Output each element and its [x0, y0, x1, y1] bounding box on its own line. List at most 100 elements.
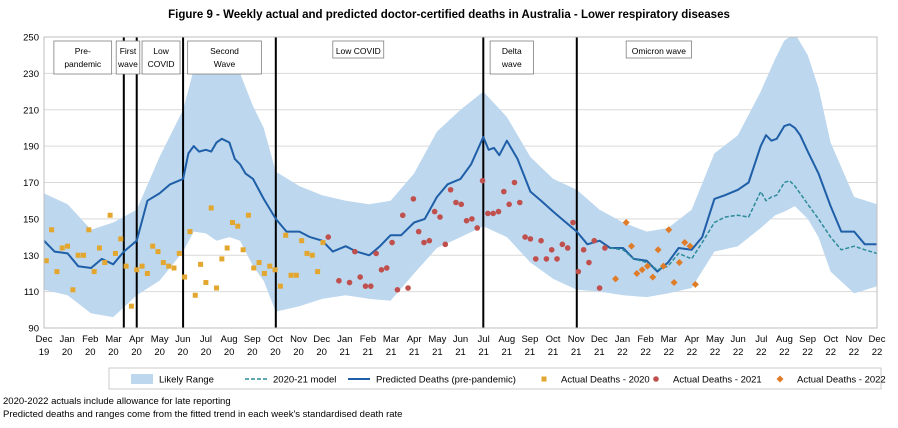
- actual-2020-point: [309, 252, 315, 258]
- actual-2021-point: [410, 196, 417, 202]
- actual-2021-point: [458, 201, 465, 208]
- actual-2020-point: [128, 303, 134, 309]
- period-label-box: [53, 40, 113, 75]
- x-tick-year: 20: [316, 347, 327, 358]
- x-tick-month: Sep: [244, 334, 261, 345]
- actual-2022-point: [665, 226, 673, 234]
- x-tick-month: Dec: [869, 334, 886, 345]
- x-tick-month: May: [428, 334, 446, 345]
- actual-2021-point: [447, 186, 454, 193]
- period-label-text: Second: [210, 46, 239, 56]
- x-tick-month: Feb: [360, 334, 376, 345]
- actual-2020-point: [96, 245, 102, 251]
- actual-2020-point: [208, 205, 214, 211]
- x-tick-month: Mar: [661, 334, 677, 345]
- actual-2020-point: [219, 256, 225, 262]
- actual-2021-point: [383, 265, 390, 271]
- x-tick-month: Jul: [755, 334, 767, 345]
- actual-2020-point: [245, 212, 251, 218]
- period-label-text: Wave: [214, 59, 236, 69]
- x-tick-year: 21: [548, 347, 559, 358]
- x-tick-month: Aug: [776, 334, 793, 345]
- x-tick-month: Oct: [546, 334, 561, 345]
- x-tick-year: 20: [201, 347, 212, 358]
- actual-2021-point: [431, 208, 438, 215]
- actual-2022-point: [612, 275, 620, 283]
- actual-2020-point: [139, 263, 145, 269]
- actual-2021-point: [453, 199, 459, 206]
- legend-marker-diamond: [776, 375, 784, 383]
- actual-2021-point: [538, 237, 544, 244]
- x-tick-year: 22: [663, 347, 674, 358]
- x-tick-month: Dec: [313, 334, 330, 345]
- x-tick-month: Nov: [290, 334, 307, 345]
- footnote-late-reporting: 2020-2022 actuals include allowance for …: [3, 396, 231, 407]
- actual-2020-point: [214, 285, 220, 291]
- legend-label: Actual Deaths - 2021: [673, 375, 762, 386]
- period-label-text: wave: [117, 59, 138, 69]
- actual-2022-point: [686, 242, 694, 250]
- period-label-text: First: [120, 46, 137, 56]
- period-label-text: pandemic: [64, 59, 102, 69]
- actual-2021-point: [362, 283, 369, 289]
- x-tick-year: 21: [594, 347, 605, 358]
- x-tick-year: 22: [687, 347, 698, 358]
- actual-2021-point: [532, 256, 539, 262]
- actual-2020-point: [320, 240, 326, 246]
- actual-2021-point: [485, 210, 491, 217]
- period-label-box: [187, 40, 262, 75]
- period-label-text: Low: [153, 46, 169, 56]
- actual-2020-point: [192, 292, 198, 298]
- actual-2022-point: [643, 262, 651, 270]
- x-tick-year: 21: [478, 347, 489, 358]
- actual-2021-point: [495, 208, 502, 215]
- model-2020-21-line: [610, 179, 877, 271]
- x-tick-month: May: [706, 334, 724, 345]
- actual-2021-point: [506, 201, 512, 208]
- period-label-text: COVID: [148, 59, 175, 69]
- x-tick-month: Jul: [200, 334, 212, 345]
- actual-2021-point: [421, 239, 427, 246]
- actual-2021-point: [437, 214, 443, 220]
- actual-2022-point: [675, 259, 683, 267]
- actual-2021-point: [426, 237, 433, 244]
- actual-2021-point: [602, 245, 608, 251]
- actual-2021-point: [442, 241, 449, 248]
- actual-2020-point: [267, 263, 273, 269]
- actual-2020-point: [107, 212, 113, 218]
- actual-2020-point: [134, 267, 140, 273]
- x-tick-year: 20: [108, 347, 119, 358]
- actual-2020-point: [112, 250, 118, 256]
- actual-2021-point: [580, 246, 587, 253]
- actual-2022-point: [638, 266, 646, 274]
- actual-2020-point: [277, 283, 283, 289]
- actual-2020-point: [54, 269, 60, 275]
- y-tick-label: 110: [24, 287, 39, 298]
- legend-label: Likely Range: [159, 375, 214, 386]
- actual-2020-point: [304, 250, 310, 256]
- x-tick-year: 21: [501, 347, 512, 358]
- actual-2021-point: [527, 236, 534, 242]
- actual-2020-point: [75, 252, 81, 258]
- actual-2021-point: [373, 250, 379, 257]
- legend-label: Actual Deaths - 2020: [561, 375, 650, 386]
- x-tick-year: 20: [247, 347, 258, 358]
- footnote-methodology: Predicted deaths and ranges come from th…: [3, 409, 403, 420]
- actual-2020-point: [203, 280, 209, 286]
- chart-title: Figure 9 - Weekly actual and predicted d…: [168, 9, 730, 21]
- x-tick-year: 21: [432, 347, 443, 358]
- x-tick-year: 22: [872, 347, 883, 358]
- actual-2021-point: [479, 177, 486, 184]
- actual-2021-point: [368, 283, 374, 289]
- x-tick-year: 20: [178, 347, 189, 358]
- x-tick-month: Jan: [615, 334, 630, 345]
- legend-label: Actual Deaths - 2022: [797, 375, 886, 386]
- y-tick-label: 250: [23, 33, 39, 44]
- actual-2020-point: [293, 272, 299, 278]
- actual-2021-point: [596, 285, 603, 291]
- y-tick-label: 150: [23, 214, 39, 225]
- actual-2021-point: [415, 228, 422, 235]
- actual-2020-point: [155, 249, 161, 255]
- legend-marker-square: [541, 376, 547, 382]
- legend-label: Predicted Deaths (pre-pandemic): [376, 375, 516, 386]
